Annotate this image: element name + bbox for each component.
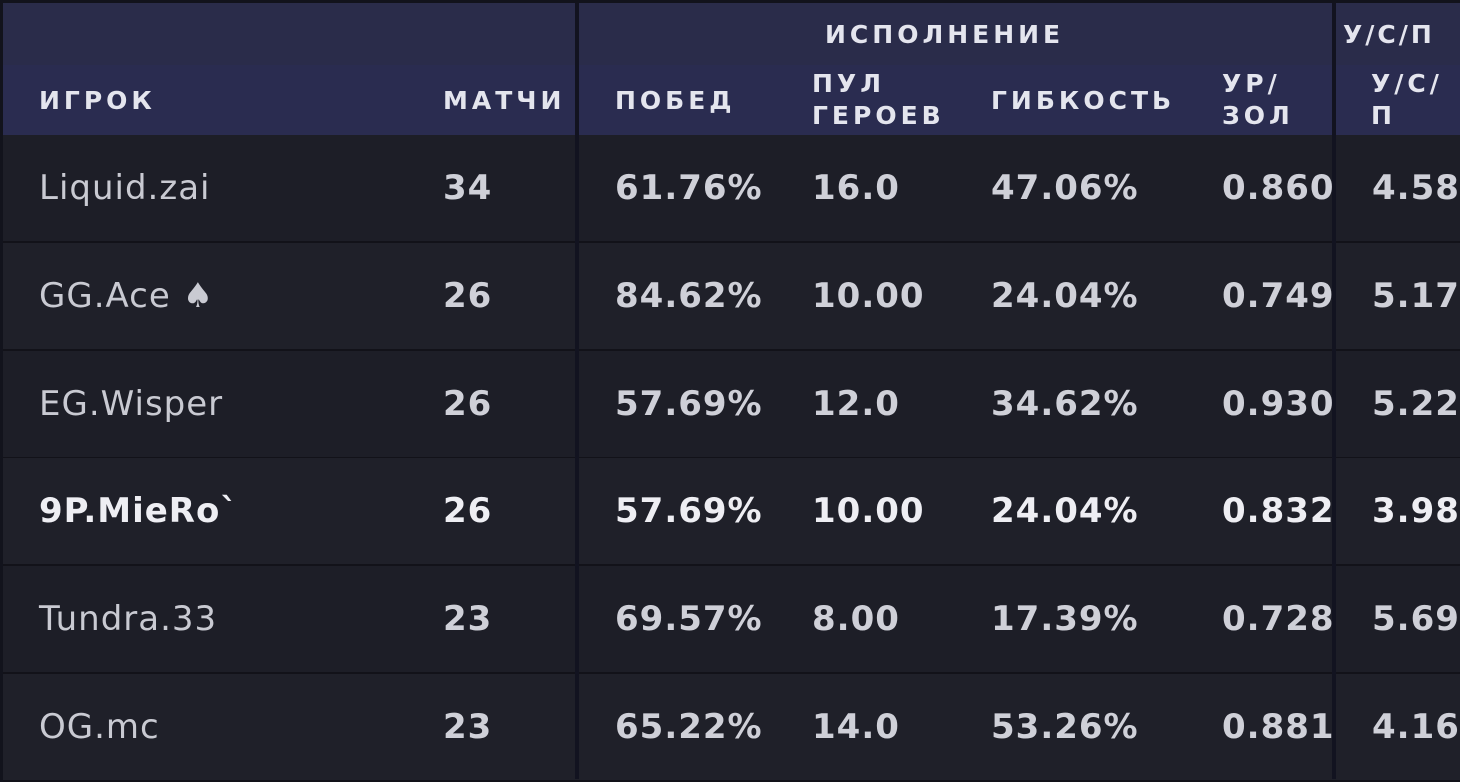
flexibility-cell: 47.06% [991, 168, 1139, 208]
player-name: GG.Ace ♠ [39, 275, 215, 316]
matches-cell: 26 [443, 275, 493, 316]
wins-cell: 61.76% [615, 168, 763, 208]
column-header-hero-pool-line2: ГЕРОЕВ [812, 101, 945, 130]
table-row[interactable]: GG.Ace ♠ 26 84.62% 10.00 24.04% 0.749 5.17 [3, 242, 1460, 351]
flexibility-cell: 17.39% [991, 599, 1139, 640]
table-row[interactable]: Tundra.33 23 69.57% 8.00 17.39% 0.728 5.69 [3, 566, 1460, 675]
table-row[interactable]: EG.Wisper 26 57.69% 12.0 34.62% 0.930 5.22 [3, 350, 1460, 459]
kda-cell: 5.17 [1372, 275, 1460, 316]
lvl-gold-cell: 0.930 [1222, 383, 1335, 424]
hero-pool-cell: 12.0 [812, 383, 900, 424]
matches-cell: 26 [443, 491, 493, 532]
hero-pool-cell: 10.00 [812, 275, 925, 316]
wins-cell: 84.62% [615, 275, 763, 316]
hero-pool-cell: 14.0 [812, 707, 900, 747]
table-row[interactable]: 9P.MieRo` 26 57.69% 10.00 24.04% 0.832 3.98 [3, 458, 1460, 567]
player-name: 9P.MieRo` [39, 491, 239, 532]
wins-cell: 65.22% [615, 707, 763, 747]
flexibility-cell: 53.26% [991, 707, 1139, 747]
column-divider [1332, 3, 1336, 779]
matches-cell: 34 [443, 168, 493, 208]
group-header-performance: ИСПОЛНЕНИЕ [825, 20, 1065, 49]
kda-cell: 4.16 [1372, 707, 1460, 747]
table-row[interactable]: OG.mc 23 65.22% 14.0 53.26% 0.881 4.16 [3, 674, 1460, 782]
table-row[interactable]: Liquid.zai 34 61.76% 16.0 47.06% 0.860 4.58 [3, 135, 1460, 243]
column-header-flexibility[interactable]: ГИБКОСТЬ [991, 86, 1176, 115]
lvl-gold-cell: 0.860 [1222, 168, 1335, 208]
column-header-lvl-gold-line1: УР/ [1222, 69, 1281, 98]
column-header-matches[interactable]: МАТЧИ [443, 86, 566, 115]
player-name: Liquid.zai [39, 168, 211, 208]
matches-cell: 23 [443, 707, 493, 747]
column-header-wins[interactable]: ПОБЕД [615, 86, 736, 115]
column-header-hero-pool-line1: ПУЛ [812, 69, 885, 98]
flexibility-cell: 24.04% [991, 275, 1139, 316]
hero-pool-cell: 10.00 [812, 491, 925, 532]
kda-cell: 4.58 [1372, 168, 1460, 208]
column-header-lvl-gold-line2: ЗОЛ [1222, 101, 1294, 130]
player-name: Tundra.33 [39, 599, 218, 640]
column-header-player[interactable]: ИГРОК [39, 86, 156, 115]
group-header-kda: У/С/П [1343, 20, 1435, 49]
lvl-gold-cell: 0.749 [1222, 275, 1335, 316]
kda-cell: 5.69 [1372, 599, 1460, 640]
header-group-row: ИСПОЛНЕНИЕ У/С/П [3, 3, 1460, 65]
player-name: OG.mc [39, 707, 160, 747]
lvl-gold-cell: 0.728 [1222, 599, 1335, 640]
hero-pool-cell: 16.0 [812, 168, 900, 208]
wins-cell: 57.69% [615, 383, 763, 424]
lvl-gold-cell: 0.832 [1222, 491, 1335, 532]
player-name: EG.Wisper [39, 383, 224, 424]
wins-cell: 69.57% [615, 599, 763, 640]
matches-cell: 23 [443, 599, 493, 640]
lvl-gold-cell: 0.881 [1222, 707, 1335, 747]
header-column-row: ИГРОК МАТЧИ ПОБЕД ПУЛ ГЕРОЕВ ГИБКОСТЬ УР… [3, 65, 1460, 135]
flexibility-cell: 34.62% [991, 383, 1139, 424]
wins-cell: 57.69% [615, 491, 763, 532]
column-header-kda-line1: У/С/ [1371, 69, 1443, 98]
kda-cell: 3.98 [1372, 491, 1460, 532]
player-stats-table: ИСПОЛНЕНИЕ У/С/П ИГРОК МАТЧИ ПОБЕД ПУЛ Г… [3, 3, 1460, 782]
hero-pool-cell: 8.00 [812, 599, 900, 640]
flexibility-cell: 24.04% [991, 491, 1139, 532]
column-header-kda-line2: П [1371, 101, 1396, 130]
matches-cell: 26 [443, 383, 493, 424]
kda-cell: 5.22 [1372, 383, 1460, 424]
column-divider [575, 3, 579, 779]
